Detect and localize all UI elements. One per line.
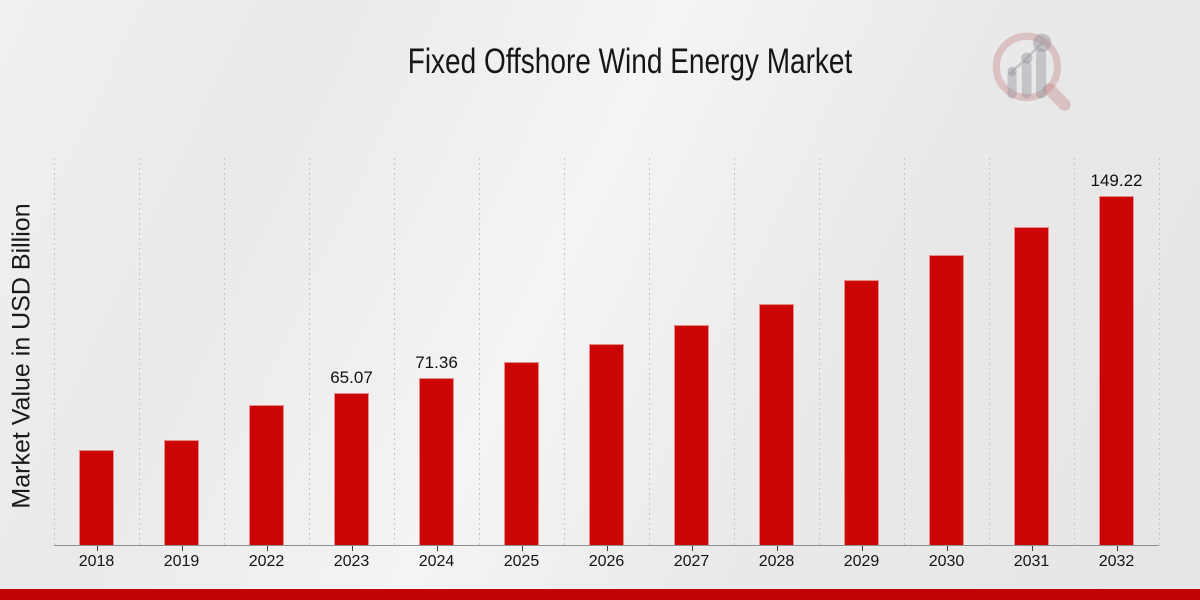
x-tick [691, 546, 693, 551]
x-tick-label: 2025 [503, 553, 540, 570]
gridline [54, 158, 55, 545]
plot-area: 2018 2019 2022 2023 65.07 2024 71.36 2025 2026 20… [54, 158, 1160, 570]
x-tick [861, 546, 863, 551]
y-axis-label: Market Value in USD Billion [7, 203, 36, 509]
bar [79, 450, 114, 545]
gridline [649, 158, 650, 545]
logo-bar-chart-icon [1007, 48, 1047, 99]
x-tick [96, 546, 98, 551]
x-tick [436, 546, 438, 551]
x-tick [1031, 546, 1033, 551]
x-tick [606, 546, 608, 551]
x-tick [181, 546, 183, 551]
x-tick [1116, 546, 1118, 551]
x-tick [351, 546, 353, 551]
bar [844, 280, 879, 545]
bar [1014, 227, 1049, 545]
logo-trend-dots-icon [1007, 33, 1052, 77]
x-tick [776, 546, 778, 551]
logo-trend-line-icon [1011, 41, 1044, 73]
bar [759, 304, 794, 545]
x-tick-label: 2023 [333, 553, 370, 570]
bar [504, 362, 539, 545]
x-tick [266, 546, 268, 551]
bar [419, 378, 454, 545]
x-tick-label: 2024 [418, 553, 455, 570]
gridline [139, 158, 140, 545]
magnifier-ring [992, 32, 1071, 111]
gridline [1159, 158, 1160, 545]
x-tick-label: 2032 [1098, 553, 1135, 570]
gridline [479, 158, 480, 545]
gridline [904, 158, 905, 545]
bar [674, 325, 709, 545]
x-tick-label: 2031 [1013, 553, 1050, 570]
x-tick-label: 2030 [928, 553, 965, 570]
bar [164, 440, 199, 545]
x-tick-label: 2028 [758, 553, 795, 570]
gridline [309, 158, 310, 545]
bar-value-label: 149.22 [1090, 171, 1143, 190]
x-tick-label: 2018 [78, 553, 115, 570]
gridline [734, 158, 735, 545]
bar [929, 255, 964, 545]
x-tick-label: 2026 [588, 553, 625, 570]
x-tick [946, 546, 948, 551]
magnifier-bar-chart-logo-icon [992, 32, 1071, 111]
x-tick [521, 546, 523, 551]
bar-value-label: 71.36 [415, 353, 458, 372]
gridline [819, 158, 820, 545]
bar [1099, 196, 1134, 545]
x-tick-label: 2027 [673, 553, 710, 570]
gridline [1074, 158, 1075, 545]
gridline [224, 158, 225, 545]
x-axis-line [54, 545, 1159, 546]
bottom-accent-bar [0, 589, 1200, 600]
x-tick-label: 2019 [163, 553, 200, 570]
bar [589, 344, 624, 545]
chart-title: Fixed Offshore Wind Energy Market [407, 42, 853, 81]
x-tick-label: 2029 [843, 553, 880, 570]
gridline [564, 158, 565, 545]
bar [334, 393, 369, 545]
x-tick-label: 2022 [248, 553, 285, 570]
gridline [394, 158, 395, 545]
gridline [989, 158, 990, 545]
bar [249, 405, 284, 545]
bar-value-label: 65.07 [330, 368, 373, 387]
